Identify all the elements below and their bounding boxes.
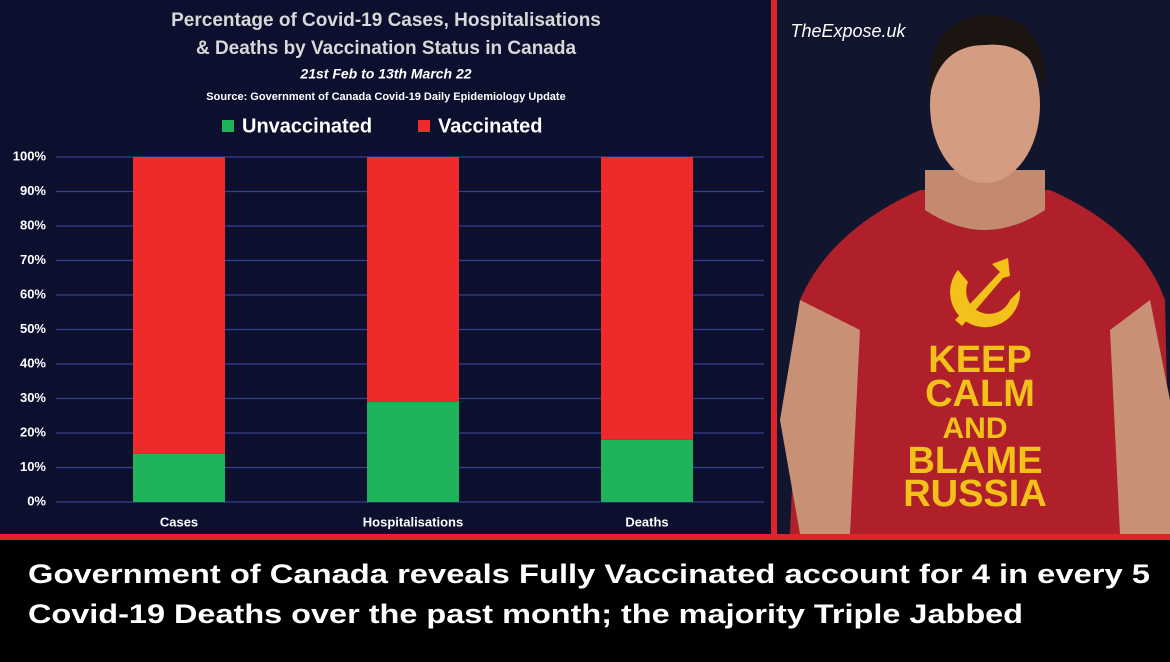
- x-tick-label: Deaths: [625, 514, 668, 529]
- arm: [780, 300, 860, 534]
- photo: KEEP CALM AND BLAME RUSSIA TheExpose.uk: [777, 0, 1170, 534]
- bar-segment: [601, 157, 693, 440]
- shirt-text: CALM: [925, 373, 1035, 415]
- bar-segment: [133, 157, 225, 454]
- y-tick-label: 10%: [20, 459, 46, 474]
- chart-title: Percentage of Covid-19 Cases, Hospitalis…: [171, 10, 601, 31]
- shirt-text: KEEP: [928, 339, 1031, 381]
- y-tick-label: 20%: [20, 424, 46, 439]
- divider: [0, 534, 1170, 540]
- y-tick-label: 70%: [20, 252, 46, 267]
- shirt-text: RUSSIA: [903, 473, 1047, 515]
- y-tick-label: 0%: [27, 493, 46, 508]
- shirt-text: AND: [943, 412, 1008, 445]
- y-tick-label: 80%: [20, 217, 46, 232]
- bar-segment: [367, 157, 459, 402]
- neck: [925, 170, 1045, 230]
- legend-label: Unvaccinated: [242, 115, 372, 137]
- arm: [1110, 300, 1170, 534]
- x-tick-label: Cases: [160, 514, 198, 529]
- x-tick-label: Hospitalisations: [363, 514, 463, 529]
- shirt: [790, 190, 1170, 534]
- divider: [771, 0, 777, 540]
- caption: Covid-19 Deaths over the past month; the…: [28, 599, 1023, 629]
- bar-segment: [133, 453, 225, 502]
- watermark: TheExpose.uk: [790, 21, 906, 41]
- caption: Government of Canada reveals Fully Vacci…: [28, 559, 1150, 589]
- legend-label: Vaccinated: [438, 115, 543, 137]
- y-tick-label: 90%: [20, 183, 46, 198]
- legend-swatch: [418, 120, 430, 132]
- bar-segment: [601, 439, 693, 502]
- hammer: [955, 258, 1010, 326]
- chart-source: Source: Government of Canada Covid-19 Da…: [206, 91, 565, 103]
- legend-swatch: [222, 120, 234, 132]
- hair: [929, 15, 1046, 95]
- y-tick-label: 60%: [20, 286, 46, 301]
- y-tick-label: 100%: [13, 148, 47, 163]
- chart-title: & Deaths by Vaccination Status in Canada: [196, 38, 577, 59]
- y-tick-label: 40%: [20, 355, 46, 370]
- chart-subtitle: 21st Feb to 13th March 22: [299, 66, 471, 82]
- shirt-text: BLAME: [907, 440, 1042, 482]
- head: [930, 27, 1040, 183]
- bar-segment: [367, 401, 459, 502]
- y-tick-label: 50%: [20, 321, 46, 336]
- y-tick-label: 30%: [20, 390, 46, 405]
